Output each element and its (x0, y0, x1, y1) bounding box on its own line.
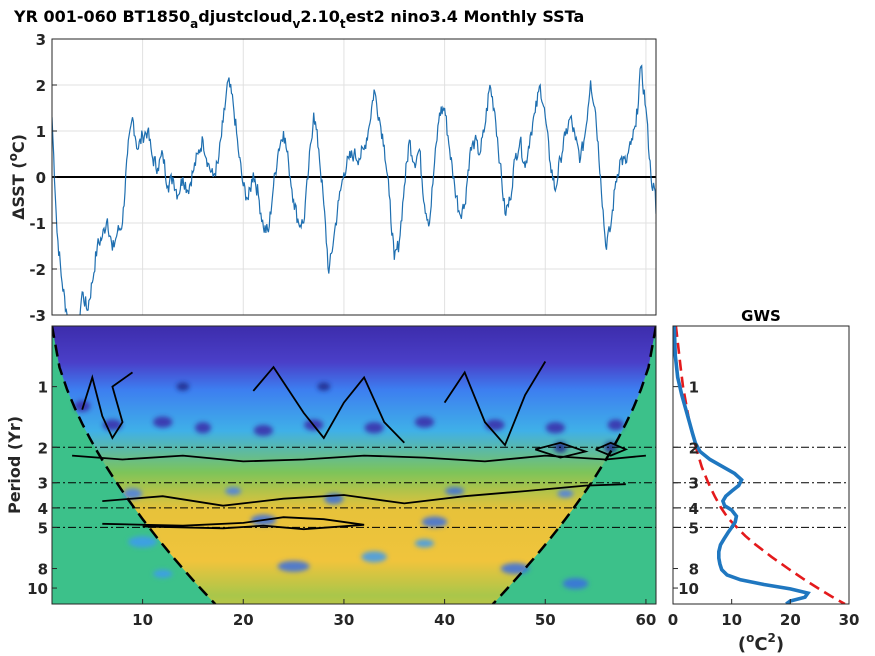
timeseries-y-tick-label: -3 (29, 307, 46, 325)
significance-contour (443, 361, 547, 447)
wavelet-x-tick-label: 10 (132, 611, 153, 629)
power-blob (414, 416, 435, 428)
power-blob (253, 424, 273, 437)
gws-y-tick-label: 4 (689, 500, 699, 518)
wavelet-y-tick-label: 4 (38, 500, 48, 518)
timeseries-y-tick-label: -2 (29, 261, 46, 279)
timeseries-y-tick-label: 2 (36, 77, 46, 95)
significance-contour (81, 371, 134, 440)
wavelet-y-ticks: 1 2 3 45 810 (27, 379, 57, 598)
gws-reference-lines (673, 446, 849, 528)
wavelet-x-ticks: 10 20 30 40 50 60 (132, 599, 656, 629)
gws-y-tick-label: 10 (678, 580, 699, 598)
power-blob (122, 488, 143, 500)
power-blob (445, 486, 465, 496)
sst-anomaly-line (52, 64, 656, 315)
timeseries-y-tick-label: 3 (36, 31, 46, 49)
power-blob (500, 562, 530, 575)
significance-contour (102, 483, 626, 507)
wavelet-y-tick-label: 1 (38, 379, 48, 397)
power-blob (277, 560, 310, 572)
gws-y-tick-label: 5 (689, 519, 699, 537)
significance-contour (534, 441, 589, 459)
wavelet-x-tick-label: 50 (535, 611, 556, 629)
wavelet-reference-lines (52, 446, 656, 528)
timeseries-y-tick-label: -1 (29, 215, 46, 233)
wavelet-y-tick-label: 2 (38, 439, 48, 457)
power-blob (153, 416, 173, 428)
timeseries-y-ticks: 3 2 1 0 -1 -2 -3 (29, 31, 57, 325)
gws-frame (672, 325, 850, 605)
timeseries-y-tick-label: 0 (36, 169, 46, 187)
wavelet-x-tick-label: 40 (434, 611, 455, 629)
significance-contour (252, 365, 405, 444)
gws-y-ticks: 1 2 3 45 810 (673, 379, 699, 598)
timeseries-y-tick-label: 1 (36, 123, 46, 141)
power-blob (414, 539, 435, 548)
wavelet-y-label: Period (Yr) (5, 416, 24, 514)
cone-of-influence (52, 326, 656, 604)
power-blob (607, 419, 624, 431)
wavelet-x-tick-label: 60 (635, 611, 656, 629)
gws-y-tick-label: 3 (689, 475, 699, 493)
power-blob (317, 382, 331, 391)
gws-y-tick-label: 2 (689, 439, 699, 457)
power-blob (545, 422, 565, 434)
significance-contour (595, 441, 629, 457)
power-blob (195, 422, 211, 434)
gws-x-ticks: 0 10 20 30 (668, 599, 860, 629)
gws-y-tick-label: 1 (689, 379, 699, 397)
power-blob (562, 577, 589, 590)
wavelet-frame (51, 325, 657, 605)
power-blob (74, 400, 91, 412)
wavelet-power-blobs (74, 382, 624, 590)
gws-power-curve (673, 326, 811, 604)
wavelet-y-tick-label: 3 (38, 475, 48, 493)
gws-x-label: (oC2) (738, 631, 784, 655)
gws-plot-area (673, 326, 849, 604)
power-blob (225, 486, 242, 496)
gws-x-tick-label: 20 (780, 611, 801, 629)
wavelet-x-tick-label: 20 (233, 611, 254, 629)
power-blob (557, 489, 574, 498)
wavelet-cone-fill (52, 326, 656, 604)
timeseries-panel: 3 2 1 0 -1 -2 -3 ΔSST (oC) (6, 31, 657, 325)
wavelet-y-tick-label: 5 (38, 519, 48, 537)
power-blob (153, 569, 173, 579)
chart-title: YR 001-060 BT1850adjustcloudv2.10test2 n… (13, 7, 584, 31)
power-blob (421, 516, 448, 528)
gws-significance-curve (674, 326, 846, 604)
timeseries-y-label: ΔSST (oC) (6, 134, 28, 220)
power-blob (364, 422, 384, 434)
gws-title: GWS (741, 307, 781, 325)
gws-x-tick-label: 0 (668, 611, 678, 629)
wavelet-x-tick-label: 30 (333, 611, 354, 629)
gws-y-tick-label: 8 (689, 561, 699, 579)
gws-x-tick-label: 10 (721, 611, 742, 629)
wavelet-y-tick-label: 10 (27, 580, 48, 598)
significance-contours (72, 361, 646, 531)
gws-x-tick-label: 30 (839, 611, 860, 629)
power-blob (128, 536, 158, 548)
power-blob (361, 551, 387, 563)
wavelet-y-tick-label: 8 (38, 561, 48, 579)
power-blob (176, 382, 190, 391)
significance-contour (102, 516, 365, 531)
